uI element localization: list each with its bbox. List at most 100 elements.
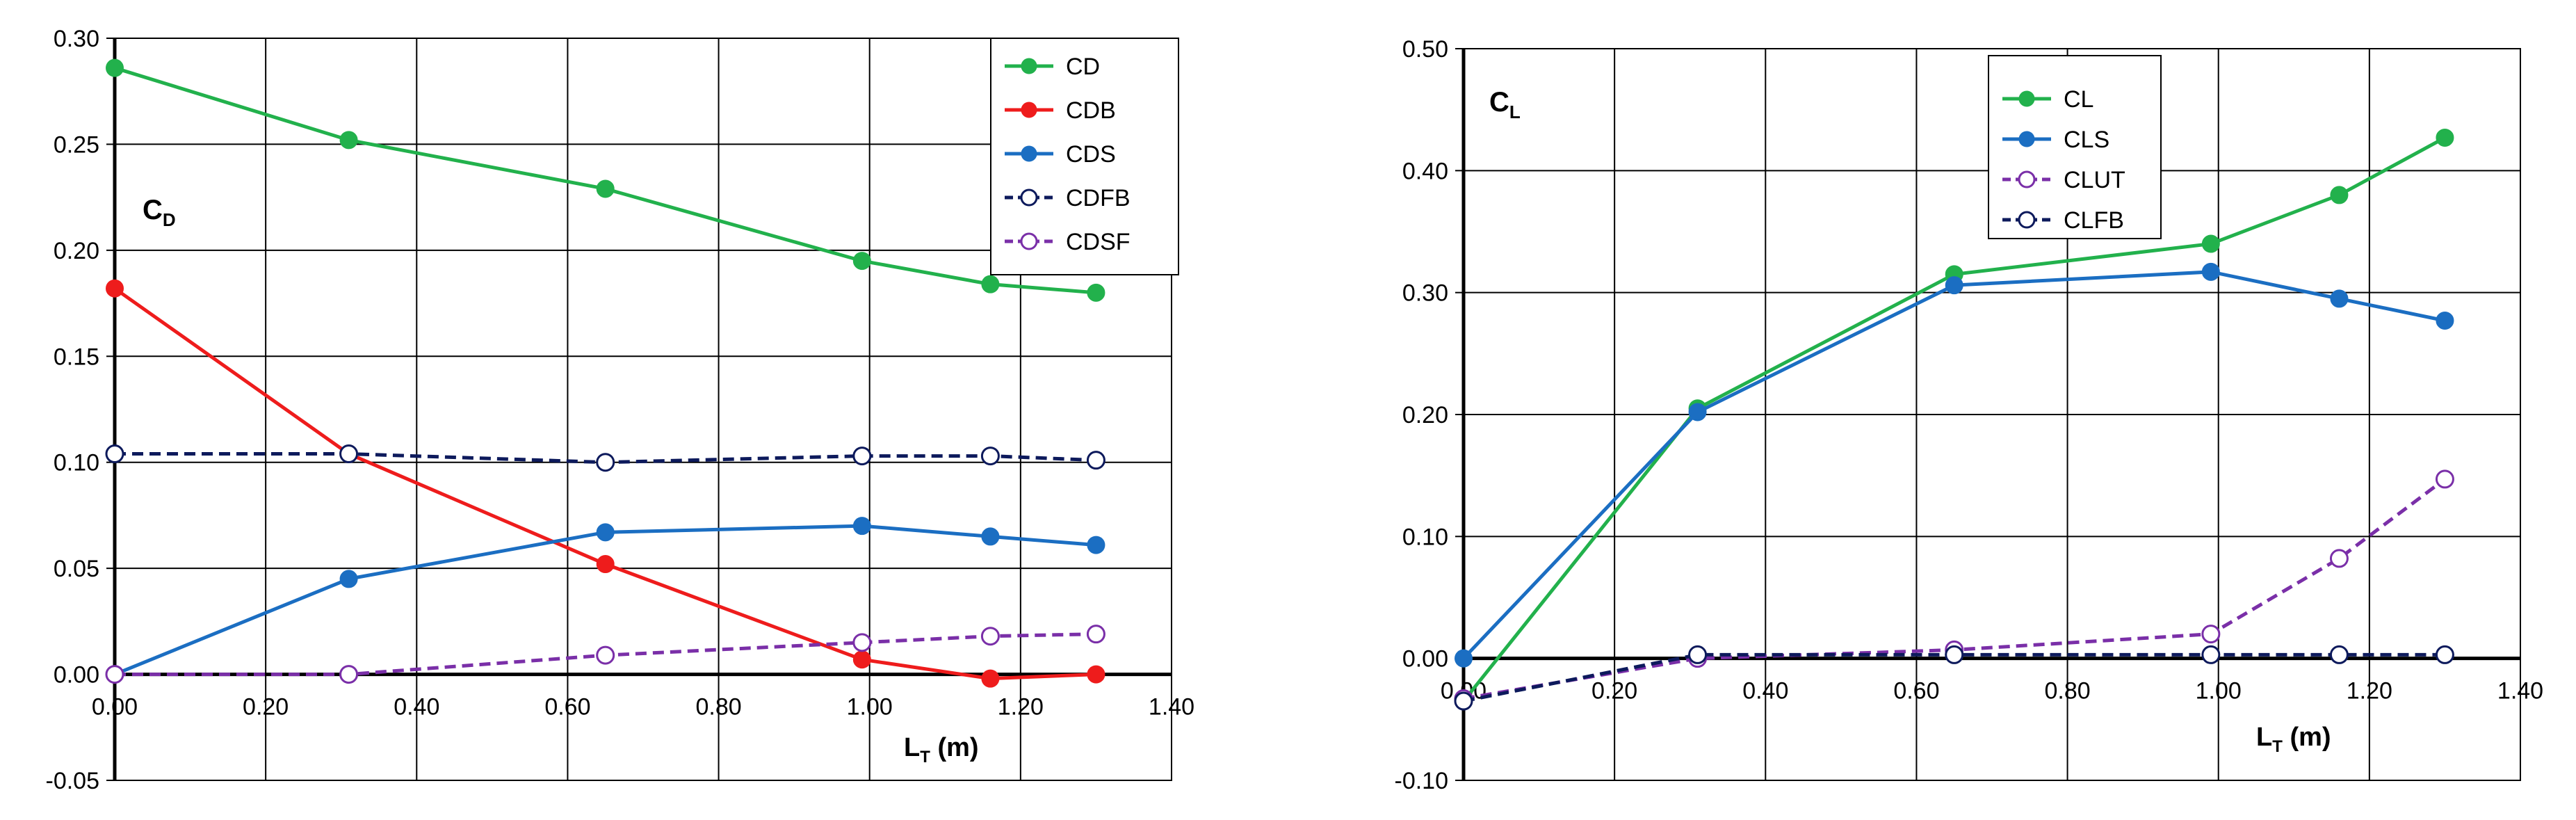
legend-marker-cds bbox=[1021, 145, 1037, 162]
x-tick-label: 1.20 bbox=[998, 694, 1044, 721]
series-line-cd bbox=[114, 66, 1096, 295]
x-axis-symbol: L bbox=[2256, 723, 2272, 752]
legend-label-cl: CL bbox=[2064, 86, 2093, 113]
x-tick-label: 1.20 bbox=[2347, 678, 2392, 705]
data-point-cls bbox=[2436, 311, 2454, 330]
data-point-cd bbox=[852, 252, 871, 271]
data-point-cdfb bbox=[339, 444, 359, 464]
data-point-cdfb bbox=[980, 447, 1000, 466]
data-point-cls bbox=[1455, 649, 1473, 668]
data-point-cdfb bbox=[852, 447, 872, 466]
data-point-cdb bbox=[981, 669, 1000, 688]
data-point-cdb bbox=[852, 650, 871, 669]
data-point-clfb bbox=[2329, 645, 2349, 664]
series-line-cl bbox=[1462, 136, 2446, 702]
data-point-clut bbox=[2435, 469, 2454, 489]
legend-label-cd: CD bbox=[1066, 54, 1100, 80]
x-tick-label: 0.80 bbox=[2044, 678, 2090, 705]
x-axis-subscript: T bbox=[920, 748, 930, 766]
data-point-cdsf bbox=[852, 633, 872, 652]
y-tick-label: -0.10 bbox=[1395, 768, 1449, 794]
y-tick-label: 0.20 bbox=[54, 238, 99, 264]
data-point-cd bbox=[596, 179, 615, 198]
data-point-clut bbox=[2201, 625, 2221, 644]
data-point-cls bbox=[2201, 262, 2220, 281]
data-point-cd bbox=[981, 275, 1000, 294]
legend-marker-clfb bbox=[2018, 211, 2036, 229]
coefficient-symbol: C bbox=[1489, 87, 1509, 118]
data-point-cd bbox=[339, 131, 358, 150]
y-tick-label: -0.05 bbox=[46, 768, 100, 794]
legend-label-cdfb: CDFB bbox=[1066, 185, 1131, 211]
x-tick-label: 0.60 bbox=[1893, 678, 1939, 705]
x-tick-label: 0.20 bbox=[243, 694, 289, 721]
data-point-cdfb bbox=[105, 444, 124, 464]
data-point-cdsf bbox=[105, 665, 124, 684]
y-tick-label: 0.50 bbox=[1402, 36, 1448, 63]
data-point-cdfb bbox=[596, 453, 615, 472]
x-tick-label: 0.40 bbox=[1742, 678, 1788, 705]
x-tick-label: 0.40 bbox=[394, 694, 439, 721]
legend-marker-cdb bbox=[1021, 102, 1037, 118]
x-axis-label: LT (m) bbox=[904, 733, 979, 766]
x-axis-symbol: L bbox=[904, 733, 920, 762]
data-point-cls bbox=[2330, 289, 2349, 308]
coefficient-subscript: D bbox=[163, 209, 176, 230]
data-point-cds bbox=[852, 517, 871, 536]
data-point-cl bbox=[2436, 128, 2454, 147]
series-line-clfb bbox=[1463, 652, 2445, 703]
data-point-clfb bbox=[2435, 645, 2454, 664]
series-line-cdb bbox=[113, 287, 1096, 681]
data-point-cds bbox=[981, 527, 1000, 546]
y-tick-label: 0.00 bbox=[1402, 646, 1448, 673]
y-tick-label: 0.10 bbox=[1402, 524, 1448, 550]
legend-label-cdb: CDB bbox=[1066, 97, 1116, 124]
legend-marker-cdsf bbox=[1020, 232, 1038, 250]
drag-coefficient-chart: -0.050.000.050.100.150.200.250.300.000.2… bbox=[46, 26, 1195, 794]
data-point-cl bbox=[2201, 234, 2220, 253]
x-axis-unit: (m) bbox=[2283, 723, 2331, 752]
data-point-clfb bbox=[1454, 691, 1473, 711]
y-tick-label: 0.20 bbox=[1402, 402, 1448, 428]
legend-marker-cd bbox=[1021, 58, 1037, 74]
x-axis-label: LT (m) bbox=[2256, 723, 2331, 756]
data-point-cdfb bbox=[1086, 451, 1105, 470]
x-tick-label: 1.00 bbox=[2196, 678, 2242, 705]
coefficient-label: CL bbox=[1489, 87, 1521, 122]
lift-coefficient-chart: -0.100.000.100.200.300.400.500.000.200.4… bbox=[1395, 36, 2544, 794]
y-tick-label: 0.30 bbox=[54, 26, 99, 52]
coefficient-subscript: L bbox=[1509, 102, 1521, 122]
data-point-cdsf bbox=[339, 665, 359, 684]
legend-label-cls: CLS bbox=[2064, 127, 2109, 153]
legend-box bbox=[1988, 55, 2162, 239]
data-point-cls bbox=[1945, 276, 1963, 295]
y-tick-label: 0.00 bbox=[54, 662, 99, 689]
x-axis-unit: (m) bbox=[930, 733, 979, 762]
data-point-cds bbox=[596, 523, 615, 542]
data-point-clfb bbox=[1945, 645, 1964, 664]
legend-marker-cl bbox=[2018, 90, 2035, 107]
legend-label-cdsf: CDSF bbox=[1066, 229, 1131, 255]
legend-marker-cdfb bbox=[1020, 188, 1038, 207]
data-point-cdb bbox=[596, 555, 615, 574]
data-point-cdsf bbox=[1086, 625, 1105, 644]
x-axis-subscript: T bbox=[2272, 737, 2283, 756]
data-point-clfb bbox=[2201, 645, 2221, 664]
y-tick-label: 0.30 bbox=[1402, 280, 1448, 307]
data-point-cdb bbox=[106, 279, 124, 298]
data-point-cdb bbox=[1087, 665, 1105, 684]
series-line-clut bbox=[1463, 477, 2446, 700]
data-point-cds bbox=[339, 570, 358, 588]
data-point-clfb bbox=[1688, 645, 1708, 664]
legend-label-clut: CLUT bbox=[2064, 167, 2125, 193]
legend-label-cds: CDS bbox=[1066, 141, 1116, 168]
data-point-cdsf bbox=[596, 645, 615, 665]
x-tick-label: 0.80 bbox=[695, 694, 741, 721]
data-point-cd bbox=[106, 58, 124, 77]
y-tick-label: 0.25 bbox=[54, 131, 99, 158]
data-point-cls bbox=[1688, 403, 1707, 421]
data-point-cds bbox=[1087, 536, 1105, 554]
data-point-cd bbox=[1087, 283, 1105, 302]
legend-marker-clut bbox=[2018, 170, 2036, 188]
legend-marker-cls bbox=[2018, 131, 2035, 147]
